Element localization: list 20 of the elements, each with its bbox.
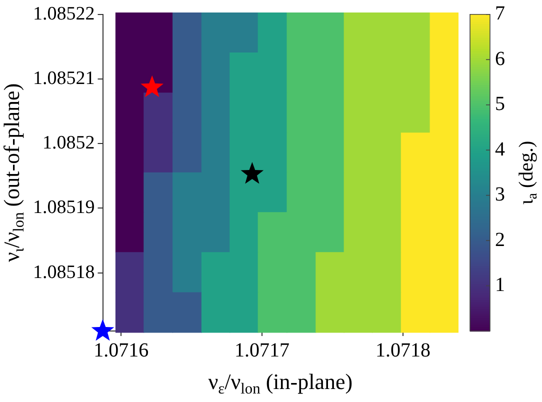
y-tick-label: 1.0852 [42, 132, 95, 154]
x-tick-label: 1.0716 [94, 339, 149, 362]
color-bar-label: 1 [495, 274, 505, 296]
y-tick-label: 1.08521 [33, 68, 95, 89]
color-bar-label: 4 [495, 138, 505, 160]
color-bar-label: 7 [495, 2, 505, 25]
color-bar-label: 2 [495, 228, 505, 251]
y-tick-label: 1.08518 [33, 262, 95, 283]
point [240, 162, 264, 184]
y-tick-label: 1.08522 [33, 3, 95, 24]
x-tick-label: 1.0718 [376, 339, 431, 362]
color-bar-title: ιa (deg.) [515, 140, 541, 205]
color-bar-label: 5 [495, 93, 505, 116]
point [91, 319, 114, 341]
x-tick-label: 1.0717 [234, 339, 290, 362]
color-bar-label: 3 [495, 184, 505, 206]
point [140, 75, 164, 98]
y-tick-label: 1.08519 [33, 197, 95, 218]
y-axis-title: νι/νlon (out-of-plane) [0, 83, 28, 262]
color-bar-label: 6 [495, 48, 505, 70]
